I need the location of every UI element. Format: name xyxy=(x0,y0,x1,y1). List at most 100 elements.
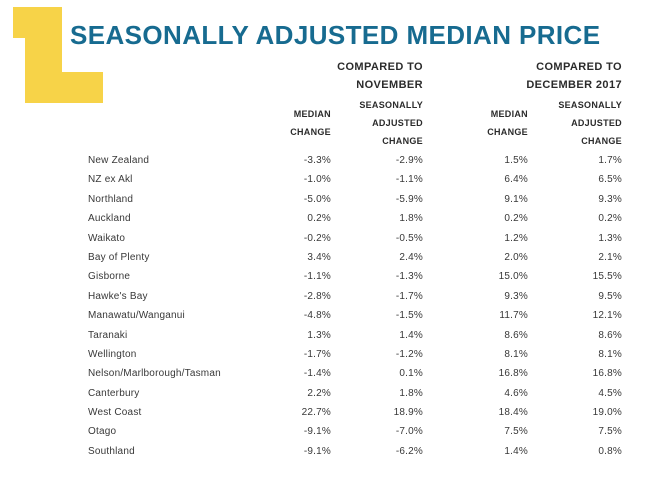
group-line: COMPARED TO xyxy=(337,61,423,73)
nov-median-change-value: -2.8% xyxy=(303,290,331,302)
region-name: Manawatu/Wanganui xyxy=(88,310,185,322)
dec2017-seasonally-adjusted-change-value: 16.8% xyxy=(592,368,622,380)
nov-seasonally-adjusted-change-value: -2.9% xyxy=(395,155,423,166)
group-line: NOVEMBER xyxy=(356,79,423,91)
table-row: Manawatu/Wanganui -4.8% -1.5% 11.7% 12.1% xyxy=(0,306,660,325)
nov-median-change-value: 1.3% xyxy=(307,329,331,341)
region-name: New Zealand xyxy=(88,155,150,166)
nov-median-change-value: 22.7% xyxy=(301,407,331,419)
table-row: New Zealand -3.3% -2.9% 1.5% 1.7% xyxy=(0,151,660,170)
region-name: NZ ex Akl xyxy=(88,174,133,186)
dec2017-seasonally-adjusted-change-value: 12.1% xyxy=(592,310,622,322)
region-name: West Coast xyxy=(88,407,142,419)
table-row: Waikato -0.2% -0.5% 1.2% 1.3% xyxy=(0,229,660,248)
nov-median-change-value: -0.2% xyxy=(303,232,331,244)
region-name: Wellington xyxy=(88,348,137,360)
dec2017-seasonally-adjusted-change-value: 1.7% xyxy=(598,155,622,166)
subheader-nov-median-change: MEDIAN CHANGE xyxy=(290,109,331,137)
table-row: Gisborne -1.1% -1.3% 15.0% 15.5% xyxy=(0,267,660,286)
region-name: Bay of Plenty xyxy=(88,251,150,263)
region-name: Nelson/Marlborough/Tasman xyxy=(88,368,221,380)
nov-median-change-value: -5.0% xyxy=(303,193,331,205)
table-row: West Coast 22.7% 18.9% 18.4% 19.0% xyxy=(0,403,660,422)
nov-median-change-value: -1.4% xyxy=(303,368,331,380)
region-name: Hawke's Bay xyxy=(88,290,148,302)
region-name: Otago xyxy=(88,426,117,438)
page-title: SEASONALLY ADJUSTED MEDIAN PRICE xyxy=(70,20,601,50)
nov-seasonally-adjusted-change-value: -1.3% xyxy=(395,271,423,283)
table-row: Nelson/Marlborough/Tasman -1.4% 0.1% 16.8% 1… xyxy=(0,364,660,383)
dec2017-median-change-value: 9.3% xyxy=(504,290,528,302)
dec2017-median-change-value: 18.4% xyxy=(498,407,528,419)
table-row: Southland -9.1% -6.2% 1.4% 0.8% xyxy=(0,442,660,461)
table-row: Hawke's Bay -2.8% -1.7% 9.3% 9.5% xyxy=(0,287,660,306)
nov-median-change-value: -4.8% xyxy=(303,310,331,322)
table-row: NZ ex Akl -1.0% -1.1% 6.4% 6.5% xyxy=(0,170,660,189)
dec2017-seasonally-adjusted-change-value: 0.2% xyxy=(598,213,622,225)
dec2017-median-change-value: 0.2% xyxy=(504,213,528,225)
nov-seasonally-adjusted-change-value: 2.4% xyxy=(399,251,423,263)
nov-seasonally-adjusted-change-value: 0.1% xyxy=(399,368,423,380)
dec2017-seasonally-adjusted-change-value: 4.5% xyxy=(598,387,622,399)
region-name: Gisborne xyxy=(88,271,131,283)
dec2017-seasonally-adjusted-change-value: 2.1% xyxy=(598,251,622,263)
table-body: New Zealand -3.3% -2.9% 1.5% 1.7% NZ ex Akl -1… xyxy=(0,151,660,461)
dec2017-seasonally-adjusted-change-value: 6.5% xyxy=(598,174,622,186)
dec2017-seasonally-adjusted-change-value: 9.3% xyxy=(598,193,622,205)
region-name: Northland xyxy=(88,193,134,205)
nov-median-change-value: -1.0% xyxy=(303,174,331,186)
dec2017-seasonally-adjusted-change-value: 1.3% xyxy=(598,232,622,244)
nov-seasonally-adjusted-change-value: 1.8% xyxy=(399,387,423,399)
table-row: Canterbury 2.2% 1.8% 4.6% 4.5% xyxy=(0,384,660,403)
table-row: Wellington -1.7% -1.2% 8.1% 8.1% xyxy=(0,345,660,364)
nov-seasonally-adjusted-change-value: -0.5% xyxy=(395,232,423,244)
nov-median-change-value: -9.1% xyxy=(303,445,331,457)
group-line: DECEMBER 2017 xyxy=(526,79,622,91)
region-name: Canterbury xyxy=(88,387,140,399)
subheader-dec2017-seasonally-adjusted-change: SEASONALLY ADJUSTED CHANGE xyxy=(558,100,622,146)
table-row: Otago -9.1% -7.0% 7.5% 7.5% xyxy=(0,422,660,441)
subheader-dec2017-median-change: MEDIAN CHANGE xyxy=(487,109,528,137)
nov-median-change-value: 2.2% xyxy=(307,387,331,399)
nov-median-change-value: 0.2% xyxy=(307,213,331,225)
region-name: Taranaki xyxy=(88,329,128,341)
nov-seasonally-adjusted-change-value: -1.1% xyxy=(395,174,423,186)
dec2017-median-change-value: 9.1% xyxy=(504,193,528,205)
subheader-nov-seasonally-adjusted-change: SEASONALLY ADJUSTED CHANGE xyxy=(359,100,423,146)
dec2017-median-change-value: 6.4% xyxy=(504,174,528,186)
dec2017-median-change-value: 2.0% xyxy=(504,251,528,263)
table-row: Auckland 0.2% 1.8% 0.2% 0.2% xyxy=(0,209,660,228)
dec2017-seasonally-adjusted-change-value: 7.5% xyxy=(598,426,622,438)
nov-seasonally-adjusted-change-value: -7.0% xyxy=(395,426,423,438)
nov-median-change-value: -9.1% xyxy=(303,426,331,438)
dec2017-seasonally-adjusted-change-value: 9.5% xyxy=(598,290,622,302)
group-line: COMPARED TO xyxy=(536,61,622,73)
column-group-compared-to-december-2017: COMPARED TO DECEMBER 2017 xyxy=(526,58,622,94)
nov-seasonally-adjusted-change-value: 1.8% xyxy=(399,213,423,225)
dec2017-median-change-value: 11.7% xyxy=(499,310,528,322)
dec2017-median-change-value: 7.5% xyxy=(504,426,528,438)
dec2017-median-change-value: 1.5% xyxy=(504,155,528,166)
nov-seasonally-adjusted-change-value: 1.4% xyxy=(399,329,423,341)
nov-seasonally-adjusted-change-value: -5.9% xyxy=(395,193,423,205)
nov-seasonally-adjusted-change-value: -6.2% xyxy=(395,445,423,457)
dec2017-median-change-value: 16.8% xyxy=(498,368,528,380)
dec2017-seasonally-adjusted-change-value: 19.0% xyxy=(592,407,622,419)
nov-seasonally-adjusted-change-value: -1.2% xyxy=(395,348,423,360)
table-row: Taranaki 1.3% 1.4% 8.6% 8.6% xyxy=(0,326,660,345)
column-group-compared-to-november: COMPARED TO NOVEMBER xyxy=(337,58,423,94)
region-name: Waikato xyxy=(88,232,126,244)
dec2017-median-change-value: 8.6% xyxy=(504,329,528,341)
nov-median-change-value: 3.4% xyxy=(307,251,331,263)
dec2017-seasonally-adjusted-change-value: 0.8% xyxy=(598,445,622,457)
dec2017-median-change-value: 15.0% xyxy=(498,271,528,283)
dec2017-seasonally-adjusted-change-value: 15.5% xyxy=(592,271,622,283)
brand-logo xyxy=(13,7,103,103)
nov-median-change-value: -3.3% xyxy=(303,155,331,166)
dec2017-median-change-value: 4.6% xyxy=(504,387,528,399)
nov-median-change-value: -1.7% xyxy=(303,348,331,360)
nov-seasonally-adjusted-change-value: -1.7% xyxy=(395,290,423,302)
dec2017-median-change-value: 1.2% xyxy=(504,232,528,244)
table-row: Northland -5.0% -5.9% 9.1% 9.3% xyxy=(0,190,660,209)
